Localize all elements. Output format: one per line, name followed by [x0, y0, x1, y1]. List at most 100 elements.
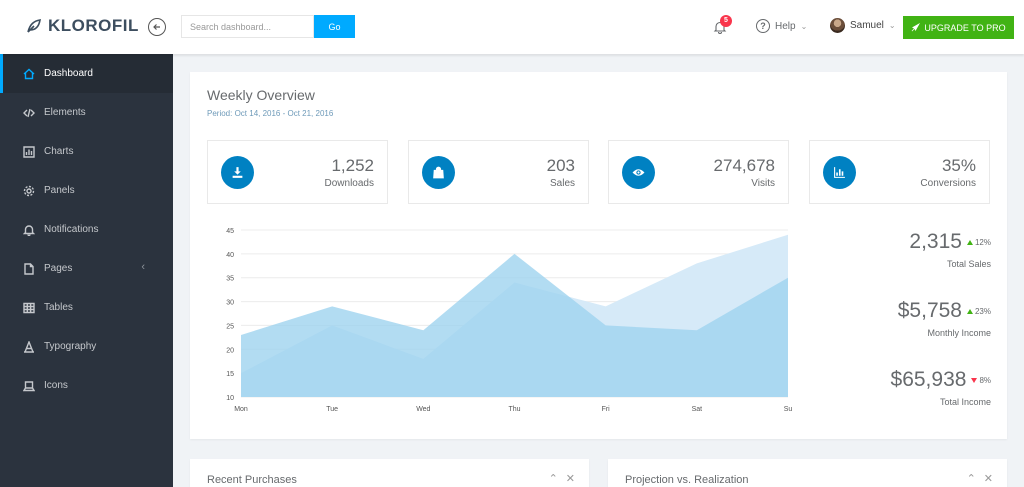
sidebar-item-label: Tables [44, 302, 73, 313]
notification-count-badge: 5 [720, 15, 732, 27]
user-menu[interactable]: Samuel ⌄ [830, 18, 896, 33]
download-icon [221, 156, 254, 189]
sidebar-item-tables[interactable]: Tables [0, 288, 173, 327]
rocket-icon [912, 23, 921, 32]
x-tick-label: Fri [602, 406, 611, 413]
brand-name: KLOROFIL [48, 16, 139, 35]
stat-monthly-income: $5,758 23% Monthly Income [898, 299, 991, 338]
sidebar-item-pages[interactable]: Pages ‹ [0, 249, 173, 288]
y-tick-label: 20 [226, 347, 234, 354]
leaf-icon [27, 19, 41, 33]
sidebar-item-label: Panels [44, 185, 75, 196]
stat-value: $5,758 [897, 299, 962, 322]
stat-value: $65,938 [890, 368, 967, 391]
toggle-sidebar-button[interactable] [148, 18, 166, 36]
y-tick-label: 45 [226, 228, 234, 235]
collapse-icon[interactable]: ⌃ [548, 473, 558, 485]
arrow-down-icon [971, 377, 978, 383]
sidebar: Dashboard Elements Charts Panels Notific… [0, 54, 173, 487]
area-series-1 [241, 253, 788, 397]
stat-total-income: $65,938 8% Total Income [891, 368, 991, 407]
panel-title: Weekly Overview [207, 87, 315, 103]
chart-icon [22, 145, 36, 159]
stat-total-sales: 2,315 12% Total Sales [909, 230, 991, 269]
metric-visits: 274,678 Visits [608, 140, 789, 204]
search-input[interactable] [181, 15, 314, 38]
sidebar-item-typography[interactable]: Typography [0, 327, 173, 366]
metric-value: 35% [941, 156, 976, 175]
sidebar-item-charts[interactable]: Charts [0, 132, 173, 171]
chevron-down-icon: ⌄ [800, 21, 808, 31]
search-go-button[interactable]: Go [314, 15, 355, 38]
metric-downloads: 1,252 Downloads [207, 140, 388, 204]
file-icon [22, 262, 36, 276]
stat-label: Total Sales [946, 259, 991, 269]
y-tick-label: 10 [226, 395, 234, 402]
y-tick-label: 15 [226, 371, 234, 378]
bar-chart-icon [823, 156, 856, 189]
sidebar-item-elements[interactable]: Elements [0, 93, 173, 132]
laptop-icon [22, 379, 36, 393]
y-tick-label: 40 [226, 252, 234, 259]
stat-label: Monthly Income [927, 328, 991, 338]
brand-logo[interactable]: KLOROFIL [26, 16, 139, 36]
x-tick-label: Wed [416, 406, 430, 413]
x-tick-label: Mon [234, 406, 248, 413]
bell-icon [22, 223, 36, 237]
upgrade-to-pro-button[interactable]: UPGRADE TO PRO [903, 16, 1014, 39]
arrow-up-icon [966, 308, 973, 314]
panel-title: Projection vs. Realization [625, 474, 749, 486]
chevron-down-icon: ⌄ [888, 21, 896, 30]
sidebar-item-panels[interactable]: Panels [0, 171, 173, 210]
y-tick-label: 30 [226, 300, 234, 307]
help-dropdown[interactable]: ? Help ⌄ [756, 19, 807, 33]
metric-label: Conversions [920, 178, 976, 189]
x-tick-label: Sat [692, 406, 703, 413]
sidebar-item-label: Dashboard [44, 68, 93, 79]
close-icon[interactable]: ✕ [565, 473, 575, 485]
stat-change: 12% [974, 237, 991, 247]
table-icon [22, 301, 36, 315]
eye-icon [622, 156, 655, 189]
sidebar-item-label: Typography [44, 341, 97, 352]
sidebar-item-label: Icons [44, 380, 68, 391]
recent-purchases-panel: Recent Purchases ⌃ ✕ [190, 459, 589, 487]
stat-value: 2,315 [909, 230, 962, 253]
bag-icon [422, 156, 455, 189]
metric-value: 274,678 [713, 156, 775, 175]
metric-value: 203 [546, 156, 575, 175]
y-tick-label: 25 [226, 323, 234, 330]
metric-label: Visits [751, 178, 775, 189]
panel-title: Recent Purchases [207, 474, 297, 486]
sidebar-item-dashboard[interactable]: Dashboard [0, 54, 173, 93]
help-label: Help [775, 20, 796, 32]
projection-realization-panel: Projection vs. Realization ⌃ ✕ [608, 459, 1007, 487]
metric-label: Sales [549, 178, 575, 189]
code-icon [22, 106, 36, 120]
x-tick-label: Thu [508, 406, 520, 413]
arrow-up-icon [966, 239, 973, 245]
sidebar-item-icons[interactable]: Icons [0, 366, 173, 405]
avatar [830, 18, 845, 33]
stat-change: 8% [979, 375, 991, 385]
metric-conversions: 35% Conversions [809, 140, 990, 204]
x-tick-label: Su [784, 406, 793, 413]
sidebar-item-label: Elements [44, 107, 86, 118]
period-text: Period: Oct 14, 2016 - Oct 21, 2016 [207, 109, 334, 118]
metric-label: Downloads [324, 178, 374, 189]
y-tick-label: 35 [226, 276, 234, 283]
chevron-left-icon[interactable]: ‹ [141, 261, 145, 273]
arrow-left-icon [153, 24, 160, 30]
collapse-icon[interactable]: ⌃ [966, 473, 976, 485]
question-circle-icon: ? [756, 19, 770, 33]
sidebar-item-label: Pages [44, 263, 73, 274]
x-tick-label: Tue [326, 406, 338, 413]
gear-icon [22, 184, 36, 198]
top-navbar: KLOROFIL Go 5 ? Help ⌄ Samuel ⌄ UPGRADE … [0, 0, 1024, 54]
close-icon[interactable]: ✕ [983, 473, 993, 485]
sidebar-item-notifications[interactable]: Notifications [0, 210, 173, 249]
home-icon [22, 67, 36, 81]
user-name: Samuel [850, 20, 884, 31]
stat-change: 23% [974, 306, 991, 316]
sidebar-item-label: Charts [44, 146, 74, 157]
